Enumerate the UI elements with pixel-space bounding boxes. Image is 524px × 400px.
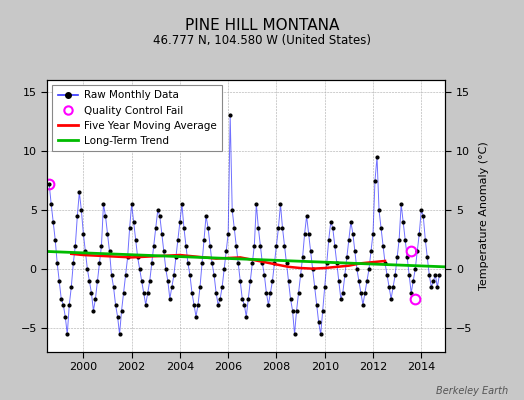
- Text: 46.777 N, 104.580 W (United States): 46.777 N, 104.580 W (United States): [153, 34, 371, 47]
- Text: Berkeley Earth: Berkeley Earth: [436, 386, 508, 396]
- Legend: Raw Monthly Data, Quality Control Fail, Five Year Moving Average, Long-Term Tren: Raw Monthly Data, Quality Control Fail, …: [52, 85, 222, 151]
- Y-axis label: Temperature Anomaly (°C): Temperature Anomaly (°C): [479, 142, 489, 290]
- Text: PINE HILL MONTANA: PINE HILL MONTANA: [185, 18, 339, 33]
